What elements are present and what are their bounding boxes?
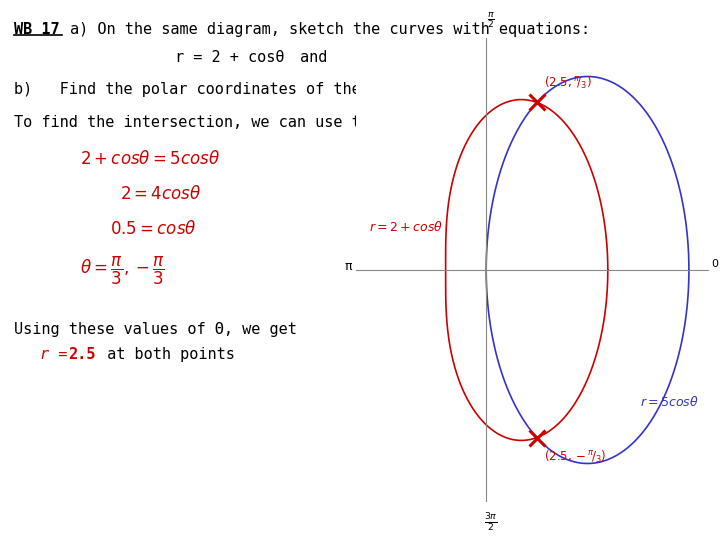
Text: at both points: at both points [98,347,235,362]
Text: $(2.5,^{\pi}\!/_{3})$: $(2.5,^{\pi}\!/_{3})$ [544,75,593,91]
Text: To find the intersection, we can use the two equations we were given:: To find the intersection, we can use the… [14,115,644,130]
Text: $0.5 = cos\theta$: $0.5 = cos\theta$ [110,220,197,238]
Text: π: π [345,260,352,273]
Text: Using these values of Θ, we get: Using these values of Θ, we get [14,322,297,337]
Text: $\frac{\pi}{2}$: $\frac{\pi}{2}$ [487,11,495,30]
Text: and: and [300,50,328,65]
Text: b)   Find the polar coordinates of the intersection of these curves: b) Find the polar coordinates of the int… [14,82,626,97]
Text: $\theta = \dfrac{\pi}{3}, -\dfrac{\pi}{3}$: $\theta = \dfrac{\pi}{3}, -\dfrac{\pi}{3… [80,255,165,287]
Text: r = 5cosθ: r = 5cosθ [368,50,450,65]
Text: $(2.5,-^{\pi}\!/_{3})$: $(2.5,-^{\pi}\!/_{3})$ [544,449,607,465]
Text: r = 2 + cosθ: r = 2 + cosθ [175,50,284,65]
Text: $2 + cos\theta = 5cos\theta$: $2 + cos\theta = 5cos\theta$ [80,150,220,168]
Text: r =: r = [40,347,76,362]
Text: $r = 2 + cos\theta$: $r = 2 + cos\theta$ [369,220,443,234]
Text: WB 17: WB 17 [14,22,60,37]
Text: 2.5: 2.5 [68,347,95,362]
Text: a) On the same diagram, sketch the curves with equations:: a) On the same diagram, sketch the curve… [70,22,590,37]
Text: $r = 5cos\theta$: $r = 5cos\theta$ [640,395,699,409]
Text: $\frac{3\pi}{2}$: $\frac{3\pi}{2}$ [485,511,498,534]
Text: $2 = 4cos\theta$: $2 = 4cos\theta$ [120,185,202,203]
Text: 0, 2π: 0, 2π [713,259,720,269]
